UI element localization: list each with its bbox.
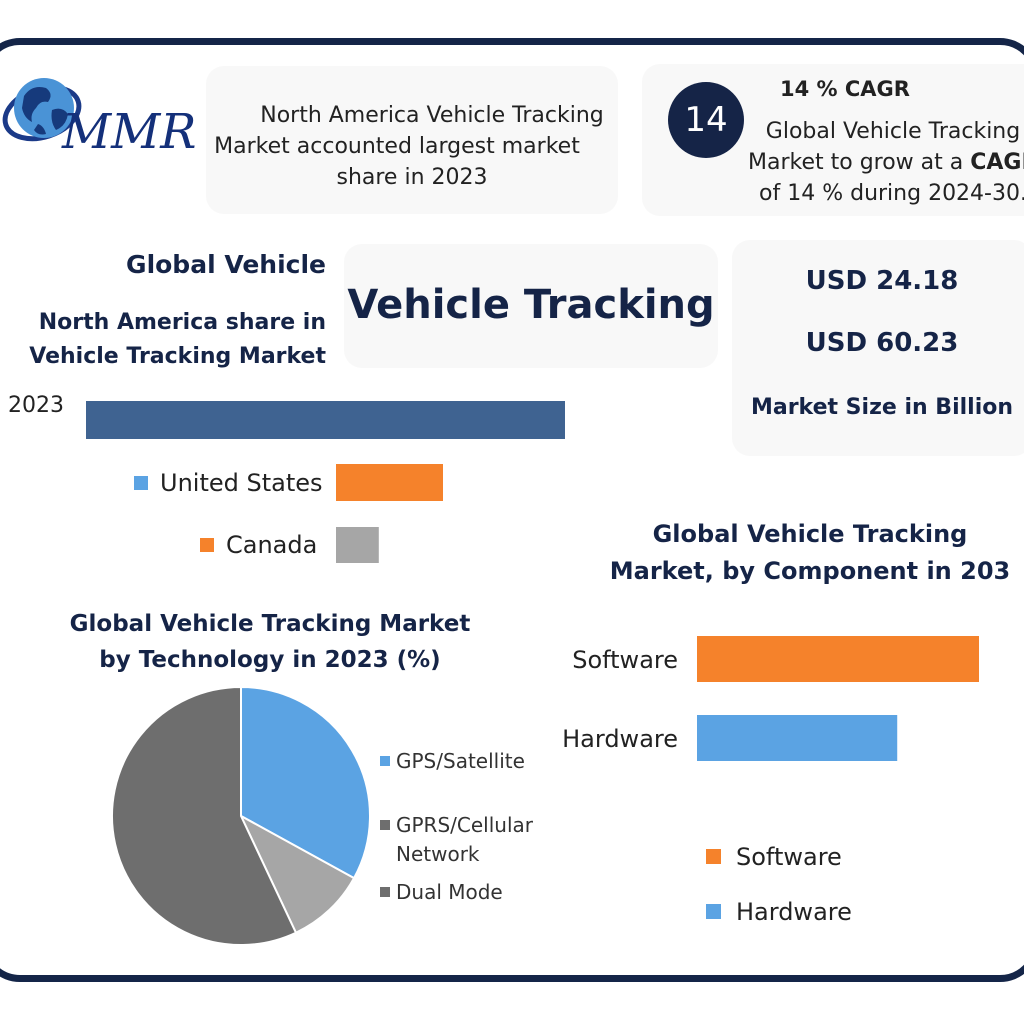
legend-swatch-gps [380,756,390,766]
left-heading-sub: North America share in Vehicle Tracking … [20,306,326,374]
north-america-share-chart: 2023 United States Canada [8,393,565,563]
component-bar-chart: Software Hardware Software Hardware [562,636,979,926]
left-heading-2: North America share in [38,310,326,335]
info-line-1: North America Vehicle Tracking [260,103,604,128]
pie-title: Global Vehicle Tracking Market by Techno… [40,606,500,678]
legend-swatch-united-states [134,476,148,490]
info-card-north-america [206,66,618,214]
category-label-software: Software [572,646,678,674]
legend-swatch-hardware [706,904,721,919]
cagr-line-3: of 14 % during 2024-30. [759,181,1024,206]
component-title-line-1: Global Vehicle Tracking [652,520,968,548]
legend-swatch-dual-mode [380,887,390,897]
center-title: Vehicle Tracking [347,282,715,328]
component-title: Global Vehicle Tracking Market, by Compo… [600,516,1020,590]
cagr-line-2-bold: CAGR [970,150,1024,175]
component-title-line-2: Market, by Component in 203 [609,557,1011,585]
cagr-line-2: Market to grow at a CAGR [748,147,1024,178]
cagr-badge: 14 [668,82,744,158]
legend-swatch-gprs [380,820,390,830]
globe-icon [2,78,82,142]
legend-label-united-states: United States [160,469,323,497]
legend-label-canada: Canada [226,531,317,559]
legend-label-hardware: Hardware [736,898,852,926]
logo-text: MMR [62,104,197,160]
info-north-america-text: North America Vehicle Tracking Market ac… [206,100,618,193]
cagr-title: 14 % CAGR [780,77,910,101]
legend-label-dual-mode: Dual Mode [396,880,503,904]
left-heading-1: Global Vehicle [126,250,326,279]
market-size-value-1: USD 24.18 [805,266,959,296]
left-heading-3: Vehicle Tracking Market [29,344,326,369]
pie-title-line-1: Global Vehicle Tracking Market [69,611,471,637]
category-label-hardware: Hardware [562,725,678,753]
info-line-3: share in 2023 [336,165,488,190]
pie-slice-gprs-cellular-network [111,685,298,946]
bar-hardware [697,715,898,761]
bar-canada [336,527,379,563]
legend-label-gprs-line-1: GPRS/Cellular [396,813,534,837]
mmr-logo [2,66,202,166]
bar-software [697,636,979,682]
legend-label-gps: GPS/Satellite [396,749,525,773]
market-size-label: Market Size in Billion [750,395,1014,420]
info-line-2: Market accounted largest market [214,134,580,159]
bar-united-states [336,464,443,501]
bar-category-label: 2023 [8,393,64,418]
market-size-card [732,240,1024,456]
cagr-line-2-text: Market to grow at a [748,150,971,175]
legend-swatch-software [706,849,721,864]
bar-2023 [86,401,565,439]
technology-pie-chart: GPS/Satellite GPRS/Cellular Network Dual… [111,685,534,946]
legend-label-gprs-line-2: Network [396,842,480,866]
market-size-value-2: USD 60.23 [805,328,959,358]
legend-label-software: Software [736,843,842,871]
pie-slice-gps-satellite [240,685,371,880]
legend-swatch-canada [200,538,214,552]
title-card [344,244,718,368]
pie-slice-dual-mode [238,813,356,935]
pie-title-line-2: by Technology in 2023 (%) [99,647,441,673]
cagr-description: Global Vehicle Tracking Market to grow a… [748,116,1024,209]
cagr-line-1: Global Vehicle Tracking [765,119,1021,144]
